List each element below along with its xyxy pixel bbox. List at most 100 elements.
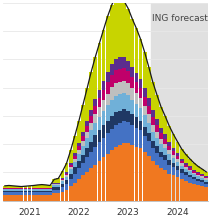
Bar bbox=[151, 132, 155, 141]
Bar bbox=[135, 29, 138, 73]
Bar bbox=[15, 192, 19, 195]
Bar bbox=[114, 0, 118, 59]
Bar bbox=[110, 5, 114, 64]
Bar bbox=[94, 165, 97, 201]
Bar bbox=[204, 176, 208, 177]
Bar bbox=[97, 107, 101, 117]
Bar bbox=[94, 123, 97, 136]
Bar bbox=[77, 168, 81, 179]
Bar bbox=[73, 167, 77, 174]
Bar bbox=[155, 125, 159, 132]
Bar bbox=[122, 121, 126, 143]
Bar bbox=[56, 185, 60, 187]
Bar bbox=[163, 139, 167, 144]
Bar bbox=[130, 99, 134, 114]
Bar bbox=[69, 179, 73, 186]
Bar bbox=[176, 177, 180, 201]
Bar bbox=[73, 162, 77, 167]
Bar bbox=[19, 188, 23, 189]
Bar bbox=[24, 192, 27, 195]
Bar bbox=[28, 191, 31, 192]
Bar bbox=[15, 186, 19, 188]
Bar bbox=[52, 190, 56, 193]
Bar bbox=[52, 193, 56, 201]
Bar bbox=[143, 152, 147, 201]
Bar bbox=[19, 191, 23, 192]
Bar bbox=[176, 170, 180, 177]
Bar bbox=[204, 180, 208, 182]
Bar bbox=[200, 175, 204, 176]
Bar bbox=[11, 186, 15, 188]
Bar bbox=[184, 169, 188, 172]
Bar bbox=[180, 169, 183, 173]
Bar bbox=[102, 81, 105, 90]
Bar bbox=[110, 116, 114, 129]
Bar bbox=[155, 95, 159, 119]
Bar bbox=[36, 192, 40, 195]
Bar bbox=[106, 16, 110, 72]
Bar bbox=[56, 187, 60, 190]
Bar bbox=[122, 94, 126, 109]
Bar bbox=[188, 177, 192, 183]
Bar bbox=[7, 189, 11, 191]
Bar bbox=[139, 39, 142, 79]
Bar bbox=[7, 192, 11, 195]
Bar bbox=[172, 163, 175, 167]
Bar bbox=[172, 148, 175, 151]
Bar bbox=[81, 154, 85, 163]
Bar bbox=[167, 150, 171, 154]
Bar bbox=[143, 97, 147, 106]
Bar bbox=[192, 177, 196, 179]
Bar bbox=[56, 183, 60, 184]
Bar bbox=[52, 183, 56, 184]
Bar bbox=[155, 165, 159, 201]
Bar bbox=[106, 154, 110, 201]
Bar bbox=[65, 177, 68, 180]
Bar bbox=[36, 188, 40, 189]
Bar bbox=[44, 188, 48, 189]
Bar bbox=[172, 151, 175, 155]
Bar bbox=[143, 88, 147, 97]
Bar bbox=[81, 136, 85, 141]
Bar bbox=[135, 147, 138, 201]
Bar bbox=[155, 132, 159, 138]
Bar bbox=[184, 167, 188, 169]
Bar bbox=[196, 175, 200, 176]
Bar bbox=[159, 152, 163, 158]
Bar bbox=[73, 183, 77, 201]
Bar bbox=[130, 19, 134, 67]
Text: ING forecast: ING forecast bbox=[152, 14, 207, 23]
Bar bbox=[122, 109, 126, 121]
Bar bbox=[163, 170, 167, 201]
Bar bbox=[118, 69, 122, 82]
Bar bbox=[204, 172, 208, 176]
Bar bbox=[15, 191, 19, 192]
Bar bbox=[61, 171, 64, 178]
Bar bbox=[85, 88, 89, 121]
Bar bbox=[130, 77, 134, 88]
Bar bbox=[155, 153, 159, 165]
Bar bbox=[159, 168, 163, 201]
Bar bbox=[7, 195, 11, 201]
Bar bbox=[11, 189, 15, 191]
Bar bbox=[118, 94, 122, 111]
Bar bbox=[32, 188, 35, 189]
Bar bbox=[135, 73, 138, 82]
Bar bbox=[167, 154, 171, 160]
Bar bbox=[77, 154, 81, 161]
Bar bbox=[28, 192, 31, 195]
Bar bbox=[48, 192, 52, 195]
Bar bbox=[192, 179, 196, 184]
Bar bbox=[44, 189, 48, 191]
Bar bbox=[151, 141, 155, 149]
Bar bbox=[204, 178, 208, 180]
Bar bbox=[130, 88, 134, 99]
Bar bbox=[85, 138, 89, 148]
Bar bbox=[11, 188, 15, 189]
Bar bbox=[143, 106, 147, 115]
Bar bbox=[97, 142, 101, 161]
Bar bbox=[94, 106, 97, 114]
Bar bbox=[114, 83, 118, 96]
Bar bbox=[196, 176, 200, 179]
Bar bbox=[89, 152, 93, 168]
